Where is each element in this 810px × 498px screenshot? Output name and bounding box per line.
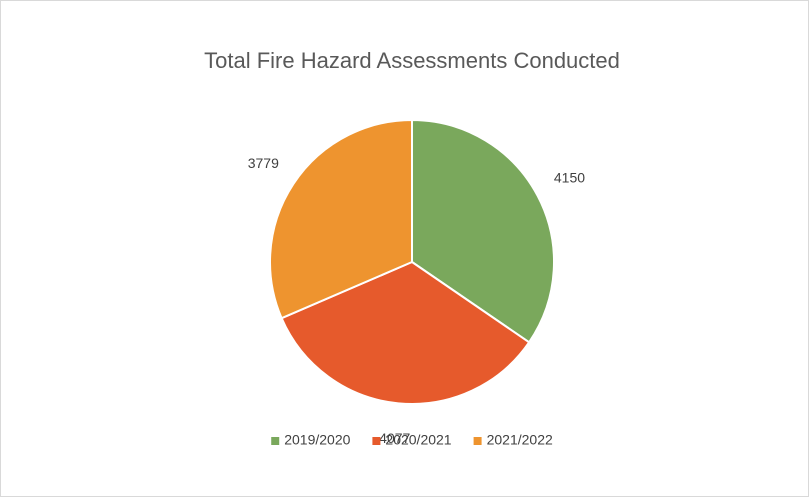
legend-label: 2019/2020 <box>284 432 350 448</box>
pie-slice <box>411 118 555 344</box>
legend-label: 2021/2022 <box>487 432 553 448</box>
pie-slice <box>269 118 413 320</box>
pie-slice <box>280 260 531 405</box>
legend-swatch <box>372 437 381 445</box>
legend-swatch <box>271 437 280 445</box>
legend-swatch <box>473 437 482 445</box>
data-label: 4077 <box>379 430 410 446</box>
data-label: 4150 <box>554 170 585 186</box>
data-label: 3779 <box>248 155 279 171</box>
legend-label: 2020/2021 <box>385 432 451 448</box>
chart-title: Total Fire Hazard Assessments Conducted <box>204 48 620 73</box>
